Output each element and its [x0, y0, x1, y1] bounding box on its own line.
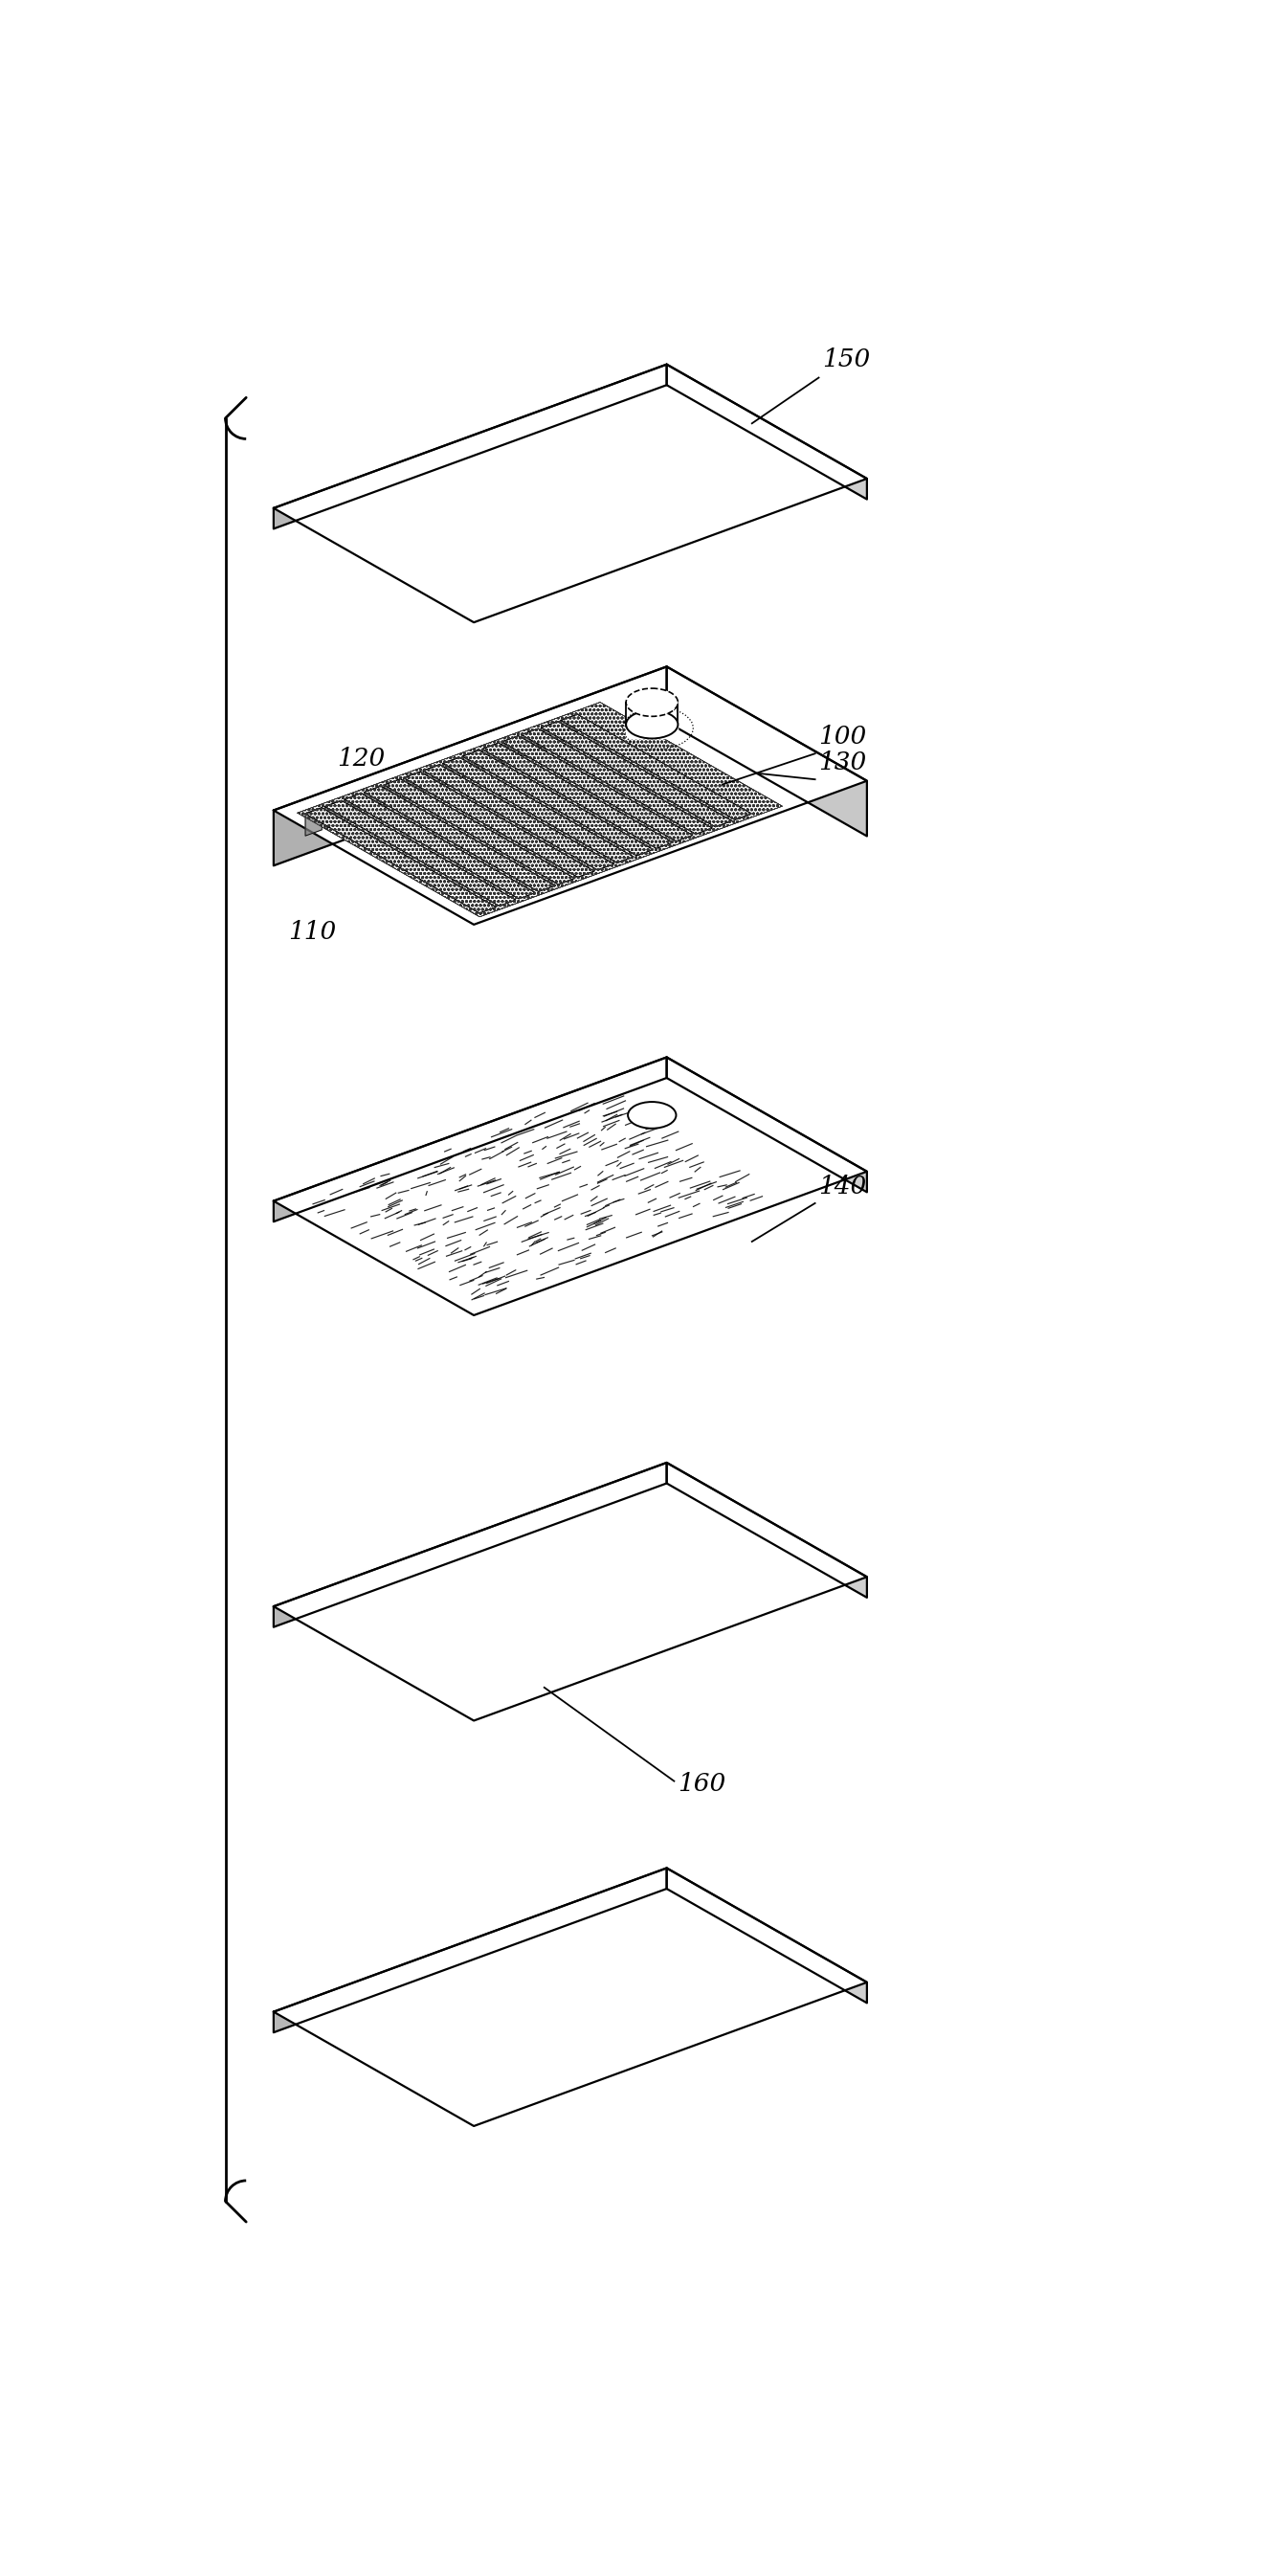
- Ellipse shape: [626, 711, 678, 739]
- Polygon shape: [541, 721, 557, 750]
- Polygon shape: [666, 363, 867, 500]
- Polygon shape: [666, 1463, 867, 1597]
- Polygon shape: [274, 1868, 666, 2032]
- Ellipse shape: [626, 688, 678, 716]
- Text: 100: 100: [819, 724, 867, 750]
- Text: 140: 140: [819, 1175, 867, 1198]
- Polygon shape: [443, 757, 633, 863]
- Polygon shape: [345, 793, 362, 822]
- Text: 110: 110: [288, 920, 336, 945]
- Polygon shape: [463, 750, 480, 778]
- Polygon shape: [443, 757, 459, 786]
- Polygon shape: [424, 765, 614, 871]
- Polygon shape: [306, 809, 496, 912]
- Polygon shape: [325, 801, 341, 829]
- Polygon shape: [404, 773, 594, 878]
- Polygon shape: [385, 778, 575, 884]
- Polygon shape: [364, 786, 555, 891]
- Polygon shape: [274, 1463, 867, 1721]
- Polygon shape: [561, 714, 577, 742]
- Polygon shape: [325, 801, 515, 907]
- Polygon shape: [482, 742, 673, 848]
- Polygon shape: [626, 716, 678, 739]
- Polygon shape: [385, 778, 401, 806]
- Polygon shape: [364, 786, 381, 814]
- Ellipse shape: [628, 1103, 676, 1128]
- Polygon shape: [666, 1056, 867, 1193]
- Text: 160: 160: [678, 1772, 726, 1795]
- Polygon shape: [501, 737, 519, 765]
- Polygon shape: [541, 721, 732, 827]
- Polygon shape: [522, 729, 538, 757]
- Polygon shape: [482, 742, 499, 770]
- Polygon shape: [274, 1056, 867, 1316]
- Polygon shape: [561, 714, 751, 819]
- Polygon shape: [274, 363, 666, 528]
- Text: 120: 120: [336, 747, 385, 770]
- Polygon shape: [274, 1868, 867, 2125]
- Polygon shape: [666, 1868, 867, 2004]
- Polygon shape: [404, 773, 420, 801]
- Polygon shape: [501, 737, 693, 842]
- Polygon shape: [666, 667, 867, 837]
- Polygon shape: [463, 750, 654, 855]
- Polygon shape: [522, 729, 712, 835]
- Polygon shape: [274, 1463, 666, 1628]
- Polygon shape: [297, 703, 782, 917]
- Text: 150: 150: [822, 348, 871, 371]
- Polygon shape: [345, 793, 536, 899]
- Text: 130: 130: [819, 750, 867, 775]
- Polygon shape: [274, 1056, 666, 1221]
- Polygon shape: [306, 809, 322, 835]
- Polygon shape: [274, 363, 867, 623]
- Polygon shape: [274, 667, 666, 866]
- Polygon shape: [274, 667, 867, 925]
- Polygon shape: [424, 765, 440, 793]
